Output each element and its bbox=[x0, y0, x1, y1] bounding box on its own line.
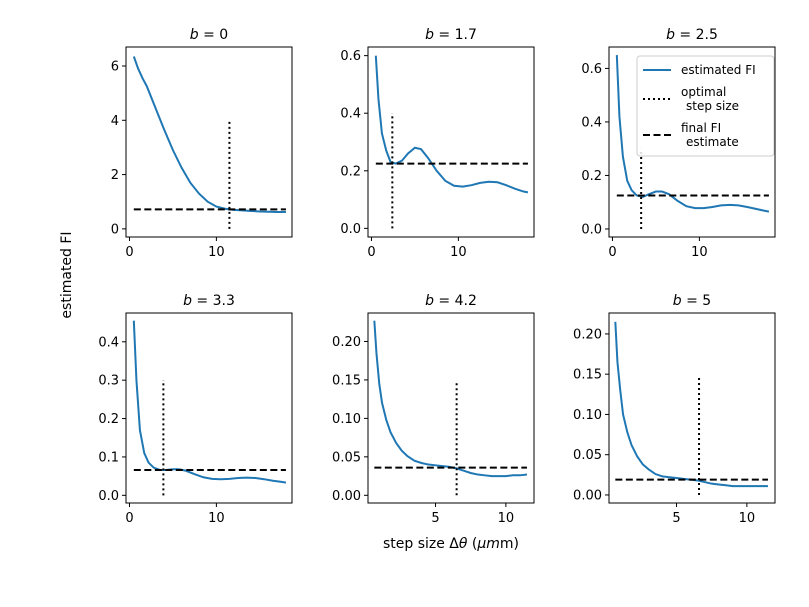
x-tick-label: 10 bbox=[208, 245, 225, 260]
subplot-4: b = 3.3 0 10 0.0 0.1 0.2 0.3 0.4 bbox=[98, 293, 293, 526]
y-tick-label: 0.20 bbox=[573, 327, 602, 342]
subplot-5: b = 4.2 5 10 0.00 0.05 0.10 0.15 0.20 bbox=[332, 293, 535, 526]
estimated-fi-curve bbox=[374, 55, 529, 194]
axes-frame bbox=[367, 312, 535, 504]
legend-label: estimate bbox=[686, 135, 739, 149]
x-tick-label: 5 bbox=[672, 511, 680, 526]
x-tick-label: 5 bbox=[431, 511, 439, 526]
y-tick-label: 0.1 bbox=[98, 450, 119, 465]
x-tick-label: 10 bbox=[450, 245, 467, 260]
subplot-title: b = 4.2 bbox=[425, 293, 477, 309]
axes-frame bbox=[125, 312, 293, 504]
y-tick-label: 0.2 bbox=[581, 169, 602, 184]
y-tick-label: 0.0 bbox=[340, 222, 361, 237]
x-tick-label: 0 bbox=[608, 245, 616, 260]
legend-label: final FI bbox=[681, 121, 721, 135]
y-tick-label: 0.4 bbox=[340, 107, 361, 122]
y-tick-label: 0.2 bbox=[98, 412, 119, 427]
estimated-fi-curve bbox=[132, 56, 286, 214]
axes-frame bbox=[608, 312, 776, 504]
axes-frame bbox=[125, 46, 293, 238]
subplot-title: b = 2.5 bbox=[666, 27, 718, 43]
x-tick-label: 10 bbox=[739, 511, 756, 526]
axes-frame bbox=[367, 46, 535, 238]
y-tick-label: 0 bbox=[111, 222, 119, 237]
y-tick-label: 0.15 bbox=[332, 373, 361, 388]
subplot-3: b = 2.5 0 10 0.0 0.2 0.4 0.6 bbox=[581, 27, 776, 260]
y-tick-label: 0.10 bbox=[573, 408, 602, 423]
estimated-fi-curve bbox=[614, 321, 768, 488]
subplot-title: b = 3.3 bbox=[183, 293, 235, 309]
subplot-2: b = 1.7 0 10 0.0 0.2 0.4 0.6 bbox=[340, 27, 535, 260]
y-tick-label: 0.2 bbox=[340, 164, 361, 179]
estimated-fi-curve bbox=[615, 54, 770, 213]
axes-frame bbox=[608, 46, 776, 238]
x-tick-label: 10 bbox=[498, 511, 515, 526]
legend-label: step size bbox=[686, 99, 739, 113]
y-tick-label: 0.0 bbox=[581, 222, 602, 237]
y-tick-label: 4 bbox=[111, 114, 119, 129]
x-tick-label: 10 bbox=[691, 245, 708, 260]
y-tick-label: 0.00 bbox=[332, 489, 361, 504]
x-tick-label: 0 bbox=[125, 511, 133, 526]
y-tick-label: 0.0 bbox=[98, 489, 119, 504]
y-tick-label: 0.05 bbox=[332, 450, 361, 465]
y-tick-label: 0.05 bbox=[573, 448, 602, 463]
y-tick-label: 6 bbox=[111, 60, 119, 75]
legend-label: estimated FI bbox=[681, 63, 756, 77]
figure-x-axis-label: step size Δθ (μmm) bbox=[383, 536, 519, 552]
y-tick-label: 2 bbox=[111, 168, 119, 183]
x-tick-label: 0 bbox=[125, 245, 133, 260]
y-tick-label: 0.20 bbox=[332, 335, 361, 350]
figure-y-axis-label: estimated FI bbox=[59, 231, 75, 318]
y-tick-label: 0.00 bbox=[573, 488, 602, 503]
subplot-title: b = 0 bbox=[190, 27, 228, 43]
y-tick-label: 0.6 bbox=[340, 49, 361, 64]
y-tick-label: 0.3 bbox=[98, 374, 119, 389]
subplot-title: b = 1.7 bbox=[425, 27, 477, 43]
y-tick-label: 0.15 bbox=[573, 368, 602, 383]
estimated-fi-curve bbox=[373, 320, 528, 478]
x-tick-label: 0 bbox=[367, 245, 375, 260]
subplot-6: b = 5 5 10 0.00 0.05 0.10 0.15 0.20 bbox=[573, 293, 776, 526]
y-tick-label: 0.4 bbox=[581, 115, 602, 130]
y-tick-label: 0.6 bbox=[581, 62, 602, 77]
x-tick-label: 10 bbox=[208, 511, 225, 526]
estimated-fi-curve bbox=[132, 320, 287, 484]
subplot-1: b = 0 0 10 0 2 4 6 bbox=[111, 27, 293, 260]
y-tick-label: 0.10 bbox=[332, 412, 361, 427]
y-tick-label: 0.4 bbox=[98, 335, 119, 350]
subplot-title: b = 5 bbox=[673, 293, 711, 309]
legend-box bbox=[636, 55, 775, 157]
legend-label: optimal bbox=[681, 85, 726, 99]
